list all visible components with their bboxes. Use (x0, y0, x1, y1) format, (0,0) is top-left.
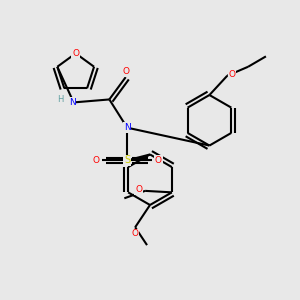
Text: H: H (57, 95, 64, 104)
Text: O: O (135, 185, 142, 194)
Text: S: S (124, 155, 130, 165)
Text: O: O (228, 70, 235, 79)
Text: O: O (132, 229, 139, 238)
Text: O: O (155, 156, 162, 165)
Text: O: O (92, 156, 100, 165)
Text: N: N (69, 98, 76, 107)
Text: N: N (124, 123, 130, 132)
Text: O: O (122, 67, 129, 76)
Text: O: O (72, 49, 79, 58)
